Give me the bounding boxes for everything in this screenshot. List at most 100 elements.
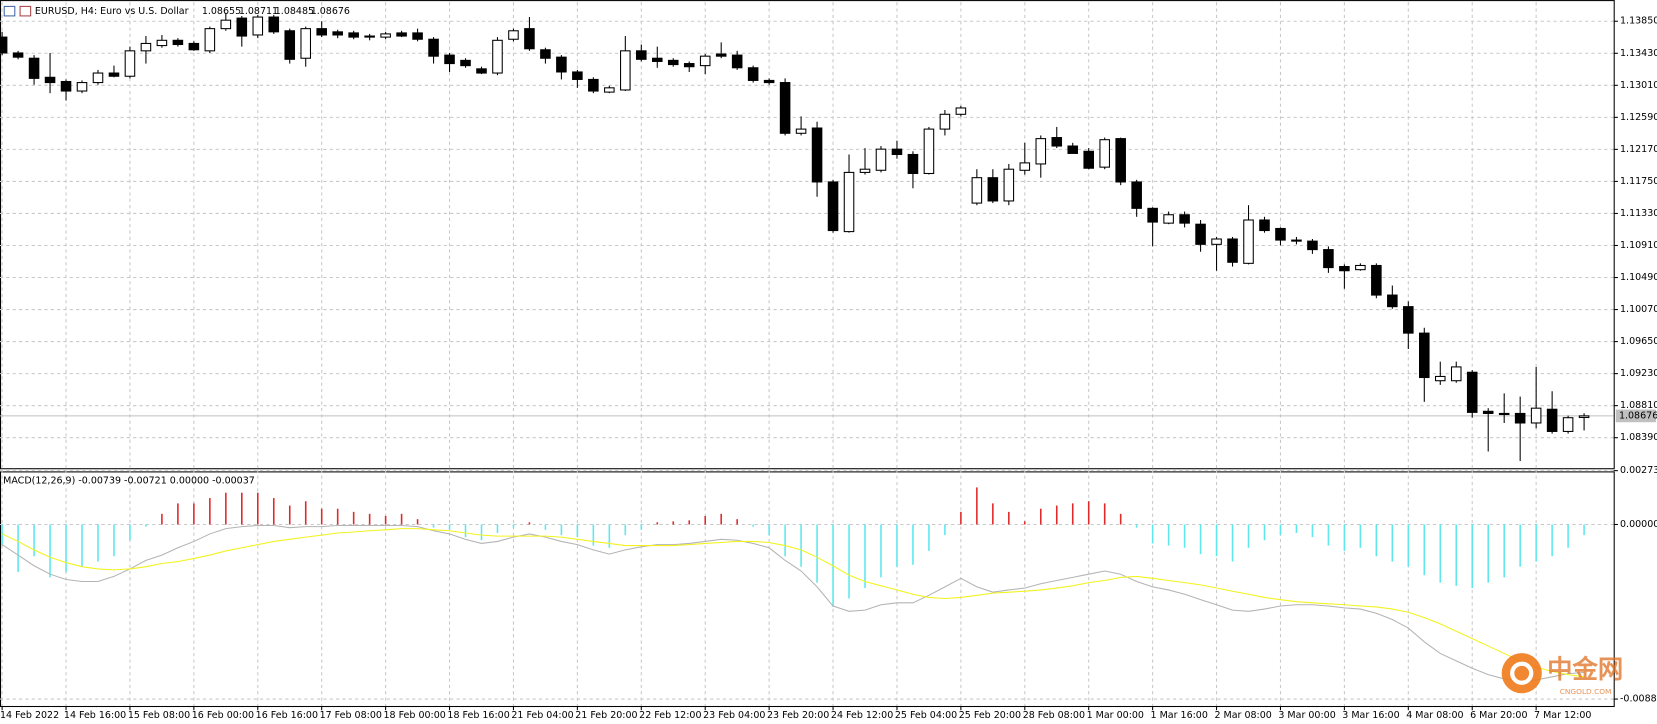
candle-body <box>44 76 56 84</box>
header-open: 1.08655 <box>202 6 241 17</box>
candle-body <box>540 49 551 59</box>
labels: EURUSD, H4: Euro vs U.S. Dollar 1.08655 … <box>0 5 1657 721</box>
y-tick-label: 1.11330 <box>1620 208 1657 219</box>
candle-body <box>1450 366 1462 382</box>
candle-body <box>891 148 903 156</box>
candle-body <box>683 63 695 68</box>
x-tick-label: 2 Mar 08:00 <box>1214 710 1271 721</box>
x-tick-label: 14 Feb 16:00 <box>64 710 126 721</box>
candle-body <box>651 57 663 62</box>
candle-body <box>1179 214 1190 224</box>
x-tick-label: 21 Feb 04:00 <box>511 710 573 721</box>
candle-body <box>1339 266 1350 272</box>
candle-body <box>444 54 455 65</box>
candle-body <box>204 28 216 52</box>
candle-body <box>364 35 375 38</box>
candle-body <box>28 57 40 79</box>
candle-body <box>1371 264 1382 296</box>
candle-body <box>859 168 871 173</box>
candle-body <box>715 53 727 57</box>
y-tick-label: -0.00885 <box>1620 694 1657 705</box>
candle-body <box>188 42 200 51</box>
x-tick-label: 14 Feb 2022 <box>0 710 59 721</box>
candle-body <box>524 28 535 50</box>
y-tick-label: 1.12590 <box>1620 112 1657 123</box>
x-tick-label: 16 Feb 16:00 <box>256 710 318 721</box>
candle-body <box>572 71 583 80</box>
candle-body <box>1419 332 1430 379</box>
candle-body <box>236 17 248 37</box>
candle-body <box>1115 138 1126 183</box>
candle-body <box>907 153 919 175</box>
marks <box>0 12 1590 682</box>
x-tick-label: 6 Mar 20:00 <box>1470 710 1527 721</box>
candle-body <box>1163 214 1174 224</box>
candle-body <box>1562 417 1574 432</box>
x-tick-label: 18 Feb 00:00 <box>384 710 446 721</box>
candle-body <box>1195 223 1206 245</box>
candle-body <box>1323 249 1334 269</box>
macd-pane <box>0 471 1615 708</box>
candle-body <box>556 56 567 73</box>
icon <box>19 5 32 17</box>
x-tick-label: 21 Feb 20:00 <box>575 710 637 721</box>
candle-body <box>252 16 264 36</box>
candle-body <box>763 79 775 84</box>
y-tick-label: 1.09650 <box>1620 336 1657 347</box>
candle-body <box>332 31 343 36</box>
candle-body <box>1514 412 1526 424</box>
x-tick-label: 23 Feb 20:00 <box>767 710 829 721</box>
candle-body <box>1259 219 1270 232</box>
header-low: 1.08485 <box>275 6 314 17</box>
price-pane <box>0 0 1615 470</box>
candle-body <box>636 50 647 60</box>
candle-body <box>1403 306 1414 334</box>
candle-body <box>156 39 168 47</box>
y-tick-label: 1.09230 <box>1620 368 1657 379</box>
candle-body <box>1482 410 1494 414</box>
candle-body <box>60 80 72 92</box>
candle-body <box>108 72 120 77</box>
candle-body <box>428 38 439 57</box>
x-tick-label: 25 Feb 20:00 <box>959 710 1021 721</box>
x-tick-label: 1 Mar 16:00 <box>1151 710 1208 721</box>
candle-body <box>779 82 791 134</box>
y-tick-label: 1.08810 <box>1620 400 1657 411</box>
candle-body <box>1131 181 1142 209</box>
candle-body <box>1578 415 1590 419</box>
candle-body <box>1291 239 1302 242</box>
watermark-logo <box>1501 653 1542 694</box>
x-tick-label: 7 Mar 12:00 <box>1534 710 1591 721</box>
chart-title: EURUSD, H4: Euro vs U.S. Dollar <box>35 6 189 17</box>
x-tick-label: 28 Feb 08:00 <box>1023 710 1085 721</box>
y-tick-label: 0.00273 <box>1620 465 1657 476</box>
y-tick-label: 1.10070 <box>1620 304 1657 315</box>
y-tick-label: 1.13010 <box>1620 80 1657 91</box>
candle-body <box>939 113 951 130</box>
y-tick-label: 1.13430 <box>1620 48 1657 59</box>
candle-body <box>508 30 519 40</box>
x-tick-label: 22 Feb 12:00 <box>639 710 701 721</box>
x-tick-label: 25 Feb 04:00 <box>895 710 957 721</box>
candle-body <box>412 32 423 40</box>
candle-body <box>843 171 855 233</box>
main-line <box>1 524 1585 682</box>
candle-body <box>492 39 503 74</box>
candle-body <box>380 33 391 38</box>
candle-body <box>1227 238 1238 263</box>
x-tick-label: 18 Feb 16:00 <box>447 710 509 721</box>
y-tick-label: 0.00000 <box>1620 519 1657 530</box>
candle-body <box>1019 162 1031 171</box>
candle-body <box>923 128 935 175</box>
candle-body <box>955 107 967 115</box>
watermark-title: 中金网 <box>1547 654 1623 684</box>
header-close: 1.08676 <box>311 6 350 17</box>
y-tick-label: 1.12170 <box>1620 144 1657 155</box>
indicator-title: MACD(12,26,9) -0.00739 -0.00721 0.00000 … <box>3 475 255 486</box>
candle-body <box>124 50 136 77</box>
candle-body <box>1211 238 1222 245</box>
last-price-label: 1.08676 <box>1619 410 1657 421</box>
signal-line <box>1 528 1585 678</box>
candle-body <box>396 32 407 37</box>
